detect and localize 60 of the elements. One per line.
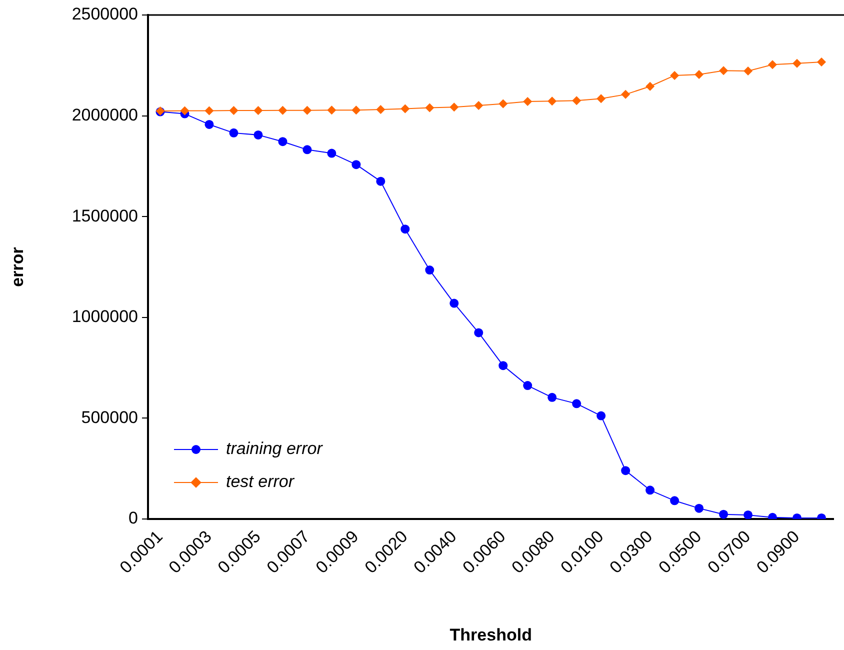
point xyxy=(400,104,410,114)
point xyxy=(646,82,655,91)
point xyxy=(254,106,263,116)
point xyxy=(621,466,630,476)
y-tick-label: 2000000 xyxy=(72,105,138,124)
y-axis-title: error xyxy=(8,246,27,287)
point xyxy=(474,328,484,338)
point xyxy=(670,70,680,80)
point xyxy=(254,130,263,140)
point xyxy=(425,103,434,112)
point xyxy=(548,392,557,402)
point xyxy=(400,224,410,234)
point xyxy=(352,106,361,115)
point xyxy=(229,128,238,138)
y-tick-label: 1000000 xyxy=(72,307,138,326)
point xyxy=(744,510,753,519)
point xyxy=(816,57,826,66)
point xyxy=(719,66,728,76)
point xyxy=(768,60,778,70)
point xyxy=(548,96,557,106)
point xyxy=(450,102,459,112)
point xyxy=(327,106,336,115)
point xyxy=(229,106,238,116)
point xyxy=(425,266,434,275)
point xyxy=(670,496,680,506)
point xyxy=(646,486,655,495)
point xyxy=(694,70,704,79)
point xyxy=(523,96,532,106)
point xyxy=(596,94,606,104)
point xyxy=(523,381,532,390)
point xyxy=(596,411,606,420)
point xyxy=(572,96,582,106)
y-tick-label: 0 xyxy=(128,508,138,528)
y-tick-label: 500000 xyxy=(81,408,138,427)
point xyxy=(572,399,582,408)
point xyxy=(327,148,336,158)
legend-label: test error xyxy=(226,472,296,492)
point xyxy=(719,510,728,519)
point xyxy=(204,120,214,129)
point xyxy=(278,106,288,115)
point xyxy=(204,106,214,116)
point xyxy=(302,145,312,154)
point xyxy=(352,160,361,170)
point xyxy=(744,66,753,76)
point xyxy=(180,106,190,116)
point xyxy=(302,106,312,115)
point xyxy=(621,90,630,99)
point xyxy=(694,504,704,513)
point xyxy=(474,101,484,110)
legend-label: training error xyxy=(226,439,324,458)
point xyxy=(376,105,386,114)
point xyxy=(376,176,386,186)
point xyxy=(498,99,508,108)
point xyxy=(278,137,288,146)
point xyxy=(792,58,802,68)
point xyxy=(450,298,459,308)
point xyxy=(498,361,508,370)
x-axis-title: Threshold xyxy=(450,625,532,644)
y-tick-label: 2500000 xyxy=(72,4,138,24)
y-tick-label: 1500000 xyxy=(72,206,138,226)
